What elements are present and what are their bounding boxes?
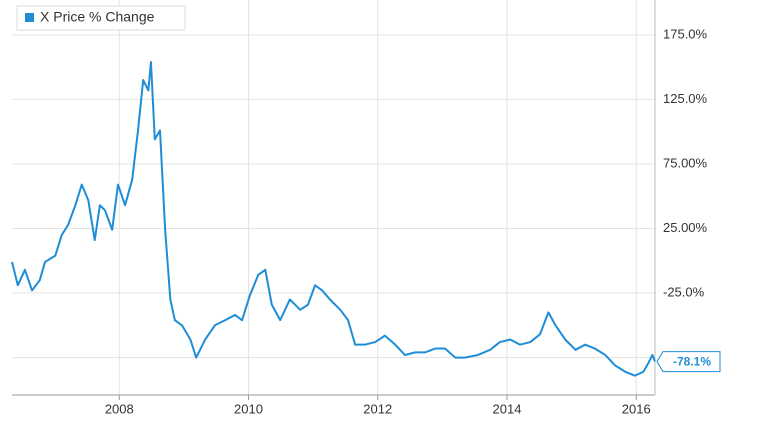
end-label-box	[656, 351, 721, 373]
legend-swatch	[25, 13, 34, 22]
legend-box	[16, 5, 186, 31]
x-tick-label: 2016	[622, 401, 651, 416]
y-tick-label: 175.0%	[663, 26, 708, 41]
y-tick-label: 125.0%	[663, 91, 708, 106]
legend-label: X Price % Change	[40, 9, 155, 25]
x-tick-label: 2010	[234, 401, 263, 416]
y-tick-label: 25.00%	[663, 220, 708, 235]
x-tick-label: 2012	[363, 401, 392, 416]
x-tick-label: 2008	[105, 401, 134, 416]
end-label: -78.1%	[673, 355, 711, 369]
x-tick-label: 2014	[493, 401, 522, 416]
y-tick-label: 75.00%	[663, 155, 708, 170]
line-series	[11, 60, 656, 377]
y-tick-label: -25.0%	[663, 284, 705, 299]
